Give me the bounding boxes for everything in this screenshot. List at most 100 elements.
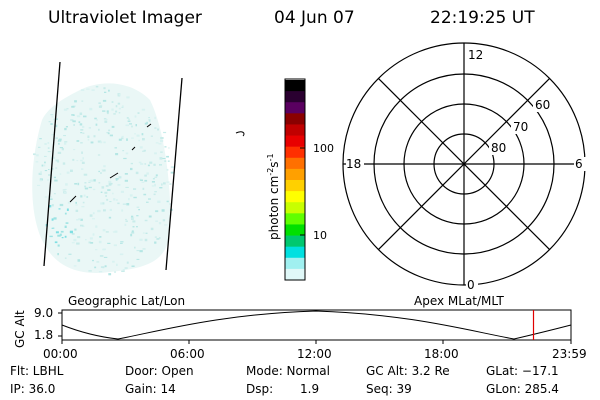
- emission-speck: [131, 265, 135, 267]
- emission-speck: [132, 226, 135, 228]
- emission-speck: [83, 115, 87, 118]
- emission-speck: [159, 157, 163, 160]
- lon-line-left: [43, 61, 61, 267]
- emission-speck: [163, 131, 167, 134]
- emission-speck: [75, 204, 78, 206]
- emission-speck: [73, 124, 75, 126]
- emission-speck: [125, 186, 129, 188]
- emission-speck: [121, 137, 124, 140]
- emission-speck: [87, 138, 90, 141]
- emission-speck: [132, 220, 136, 223]
- emission-speck: [64, 225, 67, 228]
- emission-speck: [128, 118, 130, 120]
- colorbar-fill: [285, 80, 305, 281]
- emission-speck: [158, 222, 162, 225]
- emission-speck: [166, 181, 170, 183]
- emission-speck: [107, 132, 110, 135]
- emission-speck: [115, 110, 118, 113]
- emission-speck: [92, 212, 95, 215]
- emission-speck: [88, 241, 91, 244]
- emission-speck: [113, 113, 116, 115]
- emission-speck: [130, 233, 133, 237]
- emission-speck: [60, 230, 64, 233]
- emission-speck: [146, 201, 149, 203]
- emission-speck: [170, 171, 174, 174]
- emission-speck: [128, 198, 130, 201]
- emission-speck: [139, 146, 143, 149]
- emission-speck: [54, 118, 58, 120]
- emission-speck: [136, 215, 139, 217]
- emission-speck: [121, 135, 124, 137]
- emission-speck: [148, 215, 152, 218]
- emission-speck: [144, 180, 146, 182]
- mode-value: Mode: Normal: [246, 364, 330, 378]
- emission-speck: [61, 237, 64, 239]
- colorbar-swatch: [285, 235, 305, 248]
- emission-speck: [115, 178, 119, 180]
- emission-speck: [131, 137, 134, 139]
- sequence-value: Seq: 39: [366, 382, 412, 396]
- polar-diagonal: [377, 77, 551, 251]
- emission-speck: [161, 209, 165, 212]
- emission-speck: [148, 119, 151, 122]
- colorbar: 100 10 photon cm-2s-1: [266, 78, 334, 281]
- emission-speck: [131, 125, 133, 128]
- emission-speck: [93, 179, 96, 182]
- emission-speck: [47, 142, 50, 144]
- emission-speck: [102, 99, 107, 102]
- emission-speck: [117, 102, 121, 105]
- emission-speck: [140, 163, 144, 165]
- emission-speck: [82, 125, 85, 128]
- emission-speck: [108, 89, 110, 92]
- emission-speck: [111, 125, 115, 128]
- emission-speck: [90, 242, 94, 244]
- emission-speck: [37, 184, 41, 186]
- emission-speck: [157, 200, 161, 203]
- emission-speck: [102, 248, 106, 250]
- emission-speck: [106, 198, 109, 201]
- emission-speck: [154, 236, 157, 238]
- emission-speck: [38, 172, 42, 175]
- emission-speck: [63, 108, 68, 111]
- emission-speck: [47, 151, 51, 153]
- altitude-tick-high: 9.0: [34, 306, 54, 320]
- emission-speck: [166, 169, 169, 171]
- emission-speck: [92, 233, 95, 236]
- emission-speck: [54, 124, 58, 128]
- emission-speck: [47, 179, 50, 181]
- colorbar-swatch: [285, 102, 305, 114]
- emission-speck: [65, 183, 68, 186]
- emission-speck: [76, 115, 81, 118]
- emission-speck: [95, 249, 98, 251]
- emission-speck: [82, 157, 84, 160]
- emission-speck: [112, 260, 115, 263]
- time-tick-0: 00:00: [43, 347, 78, 361]
- emission-speck: [86, 88, 90, 90]
- emission-speck: [133, 188, 137, 190]
- coast-fragment: [235, 131, 245, 137]
- observation-date: 04 Jun 07: [274, 8, 355, 28]
- emission-speck: [95, 85, 99, 88]
- emission-speck: [144, 122, 148, 125]
- emission-speck: [72, 120, 76, 123]
- dsp-value: 1.9: [300, 382, 320, 396]
- emission-speck: [59, 233, 62, 236]
- emission-speck: [117, 184, 121, 186]
- emission-speck: [130, 216, 135, 219]
- emission-speck: [90, 179, 94, 182]
- emission-speck: [62, 162, 66, 165]
- emission-speck: [156, 238, 160, 240]
- emission-speck: [138, 139, 140, 142]
- emission-speck: [111, 101, 114, 103]
- emission-speck: [77, 182, 80, 186]
- emission-speck: [108, 129, 111, 132]
- emission-speck: [106, 132, 109, 134]
- emission-speck: [80, 218, 83, 221]
- emission-speck: [109, 201, 112, 203]
- emission-speck: [115, 153, 119, 156]
- filter-value: Flt: LBHL: [10, 364, 64, 378]
- emission-speck: [114, 271, 116, 273]
- emission-speck: [80, 89, 85, 91]
- emission-speck: [164, 160, 167, 162]
- emission-speck: [162, 158, 166, 159]
